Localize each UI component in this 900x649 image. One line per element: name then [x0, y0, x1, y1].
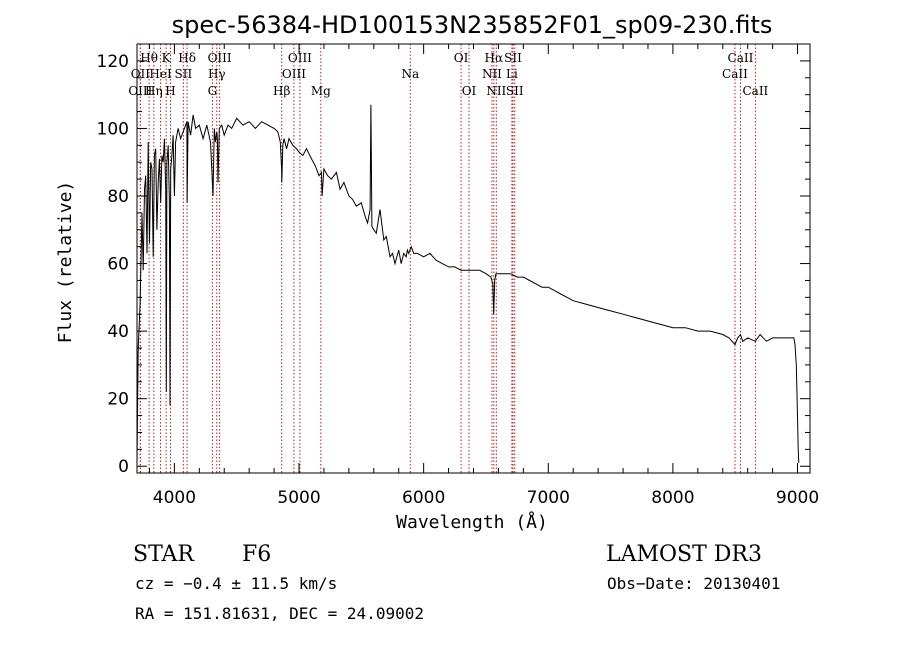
- line-label-3: Hη: [145, 84, 163, 98]
- line-label-16: Na: [401, 67, 419, 81]
- line-label-24: SII: [506, 84, 524, 98]
- line-label-15: Mg: [311, 84, 331, 98]
- line-label-22: Li: [506, 67, 518, 81]
- line-label-25: CaII: [728, 51, 754, 65]
- line-label-5: HeI: [149, 67, 172, 81]
- x-axis-label: Wavelength (Å): [396, 511, 548, 533]
- x-tick-label-3: 7000: [527, 488, 570, 508]
- redshift-cz: cz = −0.4 ± 11.5 km/s: [135, 574, 337, 593]
- line-label-10: Hγ: [208, 67, 226, 81]
- y-axis-ticks: 0 20 40 60 80 100 120: [97, 52, 810, 477]
- line-label-26: CaII: [722, 67, 748, 81]
- line-label-6: H: [165, 84, 175, 98]
- line-label-19: Hα: [485, 51, 504, 65]
- chart-title: spec-56384-HD100153N235852F01_sp09-230.f…: [172, 11, 773, 39]
- line-label-21: NII: [482, 67, 502, 81]
- object-class: STAR: [133, 542, 195, 567]
- line-label-23: NII: [486, 84, 506, 98]
- line-label-27: CaII: [742, 84, 768, 98]
- y-tick-label-0: 0: [118, 457, 129, 477]
- line-label-20: SII: [504, 51, 522, 65]
- spectral-line-markers: [139, 44, 756, 473]
- line-label-17: OI: [454, 51, 469, 65]
- x-tick-label-1: 5000: [277, 488, 320, 508]
- line-label-4: K: [162, 51, 172, 65]
- object-subclass: F6: [242, 542, 271, 567]
- line-label-12: OIII: [288, 51, 312, 65]
- line-label-9: OIII: [208, 51, 232, 65]
- line-label-7: Hδ: [178, 51, 196, 65]
- y-tick-label-6: 120: [97, 52, 129, 72]
- y-tick-label-2: 40: [107, 322, 129, 342]
- line-label-2: OIII: [128, 84, 152, 98]
- line-label-8: SII: [175, 67, 193, 81]
- y-axis-label: Flux (relative): [55, 181, 76, 344]
- x-tick-label-0: 4000: [153, 488, 196, 508]
- line-label-13: OIII: [282, 67, 306, 81]
- y-tick-label-5: 100: [97, 119, 129, 139]
- y-tick-label-1: 20: [107, 390, 129, 410]
- line-label-0: Hθ: [140, 51, 158, 65]
- plot-frame: [136, 43, 811, 474]
- observation-date: Obs−Date: 20130401: [607, 574, 780, 593]
- y-tick-label-3: 60: [107, 255, 129, 275]
- survey-name: LAMOST DR3: [606, 542, 762, 567]
- x-axis-ticks: 4000 5000 6000 7000 8000 9000: [148, 44, 819, 508]
- spectrum-line: [136, 104, 800, 463]
- coordinates-radec: RA = 151.81631, DEC = 24.09002: [135, 604, 424, 623]
- x-tick-label-2: 6000: [402, 488, 445, 508]
- line-label-14: Hβ: [273, 84, 290, 98]
- line-label-18: OI: [462, 84, 477, 98]
- line-label-1: OII: [131, 67, 151, 81]
- line-label-11: G: [208, 84, 218, 98]
- x-tick-label-4: 8000: [651, 488, 694, 508]
- y-tick-label-4: 80: [107, 187, 129, 207]
- x-tick-label-5: 9000: [776, 488, 819, 508]
